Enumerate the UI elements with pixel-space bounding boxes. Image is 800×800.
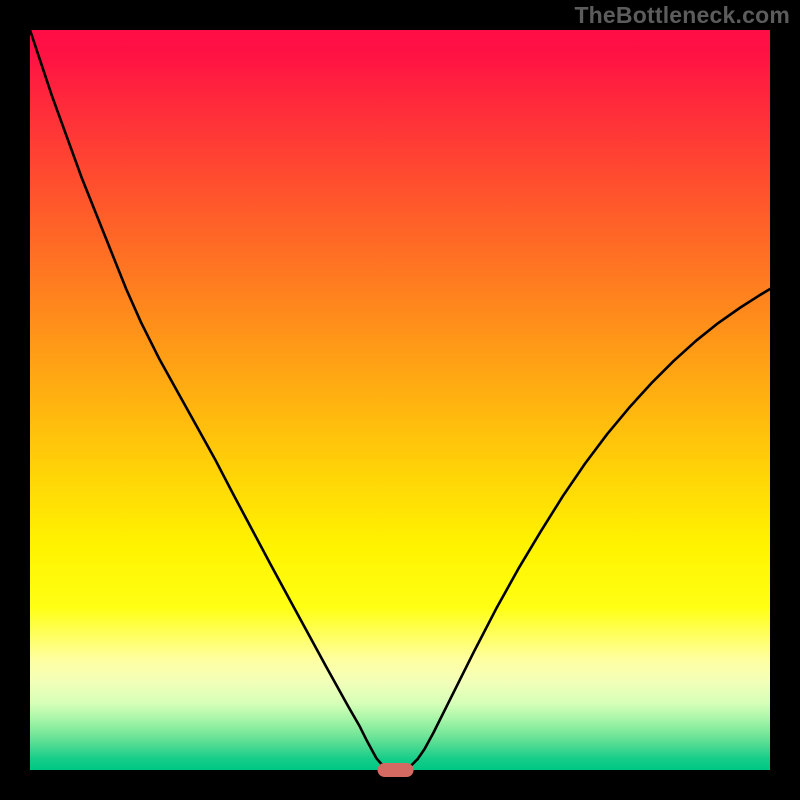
bottleneck-chart xyxy=(0,0,800,800)
optimal-marker xyxy=(378,763,414,777)
watermark-text: TheBottleneck.com xyxy=(574,2,790,29)
chart-container: { "watermark": { "text": "TheBottleneck.… xyxy=(0,0,800,800)
